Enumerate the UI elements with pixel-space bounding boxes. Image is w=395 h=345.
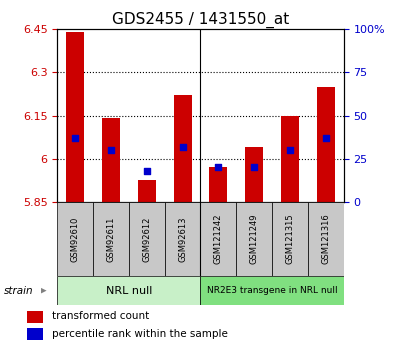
Bar xyxy=(138,180,156,202)
Text: GSM92612: GSM92612 xyxy=(142,216,151,262)
Point xyxy=(144,168,150,174)
Text: GSM92611: GSM92611 xyxy=(107,216,115,262)
Title: GDS2455 / 1431550_at: GDS2455 / 1431550_at xyxy=(112,12,289,28)
Text: GSM121315: GSM121315 xyxy=(286,214,294,264)
FancyBboxPatch shape xyxy=(129,202,165,276)
Text: transformed count: transformed count xyxy=(52,312,149,321)
Bar xyxy=(27,310,43,323)
Text: strain: strain xyxy=(4,286,34,296)
Point xyxy=(72,135,78,141)
Text: NR2E3 transgene in NRL null: NR2E3 transgene in NRL null xyxy=(207,286,337,295)
FancyBboxPatch shape xyxy=(201,276,344,305)
Bar xyxy=(317,87,335,202)
Text: GSM121316: GSM121316 xyxy=(321,214,330,264)
Text: GSM121249: GSM121249 xyxy=(250,214,259,264)
Point xyxy=(108,147,114,153)
Bar xyxy=(245,147,263,202)
Point xyxy=(215,165,222,170)
Point xyxy=(287,147,293,153)
FancyBboxPatch shape xyxy=(93,202,129,276)
FancyBboxPatch shape xyxy=(272,202,308,276)
Bar xyxy=(281,116,299,202)
Point xyxy=(323,135,329,141)
Text: GSM92613: GSM92613 xyxy=(178,216,187,262)
Text: NRL null: NRL null xyxy=(106,286,152,296)
FancyBboxPatch shape xyxy=(57,276,201,305)
Point xyxy=(179,144,186,149)
Point xyxy=(251,165,257,170)
Bar xyxy=(174,96,192,202)
FancyBboxPatch shape xyxy=(165,202,201,276)
FancyBboxPatch shape xyxy=(308,202,344,276)
FancyBboxPatch shape xyxy=(201,202,236,276)
Bar xyxy=(27,328,43,340)
Bar xyxy=(102,118,120,202)
Text: percentile rank within the sample: percentile rank within the sample xyxy=(52,329,228,338)
Bar xyxy=(66,32,84,202)
FancyBboxPatch shape xyxy=(57,202,93,276)
Text: GSM92610: GSM92610 xyxy=(71,216,80,262)
FancyBboxPatch shape xyxy=(236,202,272,276)
Bar xyxy=(209,167,227,202)
Text: GSM121242: GSM121242 xyxy=(214,214,223,264)
